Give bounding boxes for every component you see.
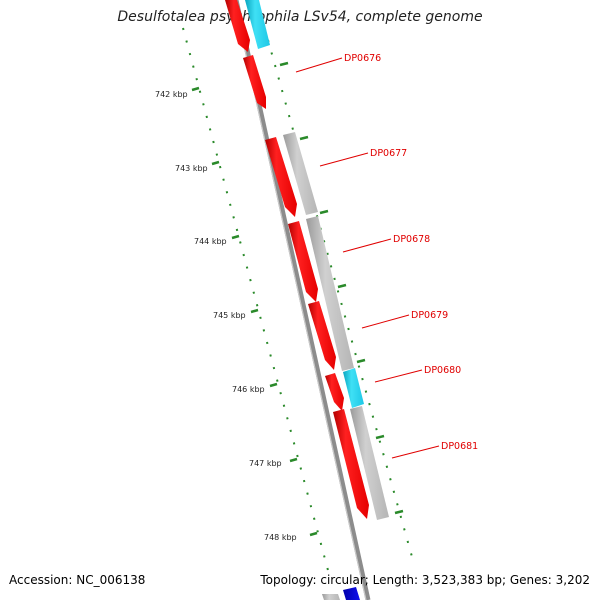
outer-dotted-guide (182, 27, 330, 575)
feature-cyan-top (245, 0, 270, 49)
label-leaders (295, 57, 440, 459)
kbp-tick-742 (191, 86, 200, 92)
feature-grey-bottom (322, 594, 340, 600)
leader-dp0676 (295, 57, 343, 73)
kbp-tick-744 (231, 234, 240, 240)
inner-ticks (279, 61, 404, 515)
inner-tick (299, 135, 309, 141)
cds-arrow-top (225, 0, 250, 52)
kbp-ticks (191, 86, 318, 537)
kbp-tick-746 (269, 382, 278, 388)
inner-tick (375, 434, 385, 440)
leader-dp0678 (342, 238, 392, 253)
cds-arrow-dp0680 (325, 373, 344, 411)
leader-dp0681 (391, 445, 440, 459)
cds-block-grey-b (306, 216, 354, 371)
inner-tick (337, 283, 347, 289)
forward-cds-track (225, 0, 369, 519)
kbp-label-747: 747 kbp (249, 459, 282, 468)
kbp-tick-743 (211, 160, 220, 166)
genome-backbone-highlight (233, 0, 367, 600)
kbp-label-744: 744 kbp (194, 237, 227, 246)
inner-tick (356, 358, 366, 364)
kbp-tick-745 (250, 308, 259, 314)
gene-label-dp0681: DP0681 (441, 441, 478, 452)
gene-label-dp0680: DP0680 (424, 365, 461, 376)
kbp-label-745: 745 kbp (213, 311, 246, 320)
reverse-cds-track (283, 132, 389, 520)
cds-arrow-dp0679 (308, 301, 336, 370)
kbp-tick-747 (289, 457, 298, 463)
cds-arrow-dp0677 (265, 137, 297, 217)
genome-title: Desulfotalea psychrophila LSv54, complet… (117, 9, 483, 25)
inner-tick (319, 209, 329, 215)
feature-blue-bottom (343, 587, 360, 600)
gene-label-dp0677: DP0677 (370, 148, 407, 159)
gene-label-dp0678: DP0678 (393, 234, 430, 245)
kbp-label-743: 743 kbp (175, 164, 208, 173)
kbp-label-746: 746 kbp (232, 385, 265, 394)
inner-tick (394, 509, 404, 515)
leader-dp0677 (319, 152, 369, 167)
cds-arrow-dp0681 (333, 409, 369, 519)
kbp-label-742: 742 kbp (155, 90, 188, 99)
kbp-label-748: 748 kbp (264, 533, 297, 542)
cds-block-grey-a (283, 132, 318, 215)
leader-dp0679 (361, 314, 410, 329)
gene-label-dp0679: DP0679 (411, 310, 448, 321)
inner-tick (279, 61, 289, 67)
feature-cyan-dp0680 (343, 368, 364, 408)
kbp-tick-748 (309, 531, 318, 537)
accession-text: Accession: NC_006138 (9, 573, 146, 587)
leader-dp0680 (374, 369, 423, 383)
cds-arrow-dp0678 (288, 221, 318, 302)
cds-arrow-dp0676 (243, 55, 266, 109)
gene-label-dp0676: DP0676 (344, 53, 381, 64)
genome-summary-text: Topology: circular; Length: 3,523,383 bp… (260, 573, 590, 587)
cds-block-grey-c (350, 406, 389, 520)
